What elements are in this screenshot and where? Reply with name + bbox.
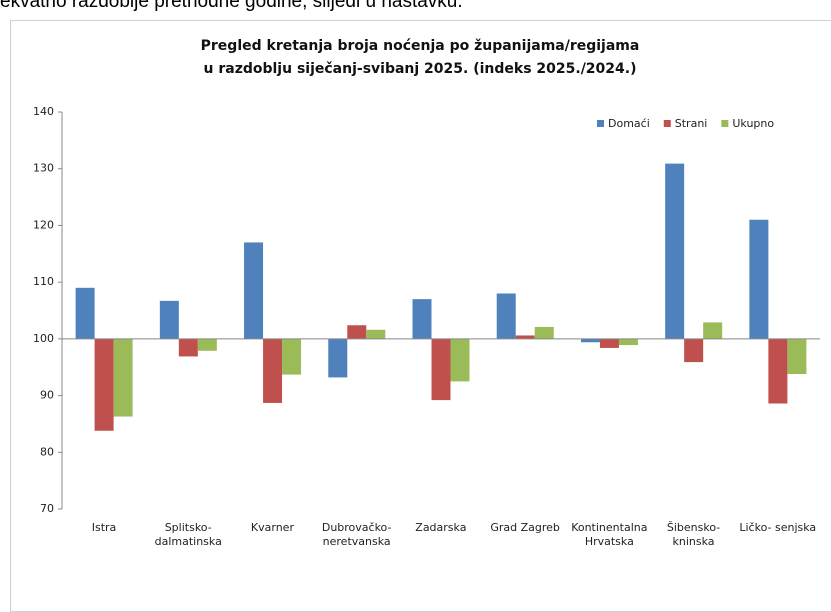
x-tick-label: Splitsko- dalmatinska [154, 521, 222, 548]
x-tick-label: Šibensko- kninska [666, 521, 721, 548]
bar [366, 329, 386, 339]
bar [599, 338, 619, 348]
y-tick-label: 140 [33, 105, 54, 118]
bar [515, 335, 535, 339]
bar [244, 242, 264, 339]
bar [113, 338, 133, 417]
bar [282, 338, 302, 375]
chart-title: Pregled kretanja broja noćenja po župani… [201, 38, 640, 54]
bar [263, 338, 283, 403]
x-tick-label: Dubrovačko- neretvanska [321, 521, 392, 548]
y-tick-label: 100 [33, 332, 54, 345]
x-tick-label: Ličko- senjska [739, 521, 817, 534]
bar [450, 338, 470, 382]
bar [787, 338, 807, 375]
y-tick-label: 90 [40, 389, 54, 402]
bar [665, 163, 685, 339]
bar [703, 322, 723, 339]
bar [618, 338, 638, 346]
bar [328, 338, 348, 378]
legend-swatch [721, 120, 729, 127]
bar [159, 300, 179, 339]
bar [412, 299, 432, 339]
legend-swatch [597, 120, 604, 127]
bar [496, 293, 516, 339]
bar [75, 287, 95, 339]
legend-label: Strani [675, 117, 708, 130]
bar [347, 325, 367, 339]
bar [580, 338, 600, 343]
bar [178, 338, 198, 357]
bar [684, 338, 704, 363]
x-tick-label: Kvarner [250, 521, 294, 534]
caption: ekvatno razdoblje prethodne godine, slij… [0, 0, 463, 12]
x-tick-label: Istra [91, 521, 117, 534]
bar [768, 338, 788, 404]
x-tick-label: Zadarska [415, 521, 467, 534]
bar [197, 338, 217, 351]
bar [534, 326, 554, 339]
y-tick-label: 70 [40, 502, 54, 515]
y-tick-label: 120 [33, 218, 54, 231]
bar [749, 219, 769, 339]
chart-title: u razdoblju siječanj-svibanj 2025. (inde… [204, 61, 637, 77]
x-tick-label: Grad Zagreb [490, 521, 560, 534]
legend-label: Ukupno [732, 117, 774, 130]
y-tick-label: 110 [33, 275, 54, 288]
legend-swatch [663, 120, 671, 127]
y-tick-label: 80 [40, 445, 54, 458]
legend-label: Domaći [608, 117, 650, 130]
x-tick-label: Kontinentalna Hrvatska [571, 521, 648, 548]
chart: Pregled kretanja broja noćenja po župani… [33, 38, 820, 515]
y-tick-label: 130 [33, 162, 54, 175]
bar [94, 338, 114, 431]
bar [431, 338, 451, 401]
